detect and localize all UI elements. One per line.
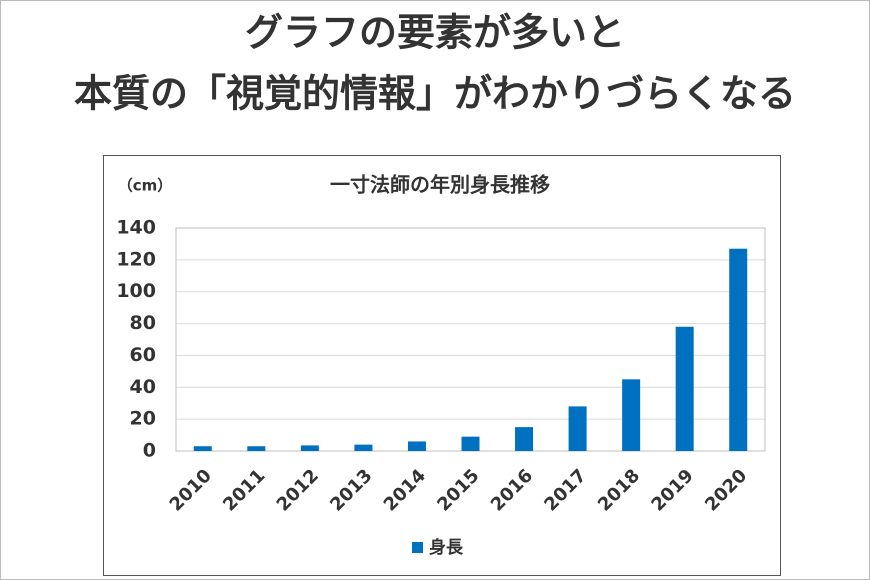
y-tick-label: 140 bbox=[116, 217, 156, 239]
headline: グラフの要素が多いと bbox=[245, 11, 625, 55]
bar bbox=[461, 436, 480, 451]
bar bbox=[193, 446, 212, 451]
bar bbox=[407, 441, 426, 451]
chart-box bbox=[103, 155, 781, 576]
y-tick-label: 40 bbox=[130, 376, 156, 398]
y-tick-label: 80 bbox=[130, 312, 156, 334]
legend-swatch bbox=[412, 542, 423, 553]
chart-title: 一寸法師の年別身長推移 bbox=[330, 173, 550, 197]
y-axis-label: （cm） bbox=[118, 177, 173, 195]
bar bbox=[622, 379, 641, 451]
y-tick-label: 100 bbox=[116, 280, 156, 302]
y-tick-label: 120 bbox=[116, 248, 156, 270]
bar bbox=[729, 248, 748, 451]
bar bbox=[515, 427, 534, 451]
y-tick-label: 60 bbox=[130, 344, 156, 366]
legend-label: 身長 bbox=[429, 537, 464, 558]
bar bbox=[354, 444, 373, 451]
bar bbox=[675, 326, 694, 451]
bar bbox=[247, 446, 266, 451]
bar bbox=[568, 406, 587, 451]
bar bbox=[300, 445, 319, 451]
y-tick-label: 20 bbox=[130, 408, 156, 430]
y-tick-label: 0 bbox=[143, 440, 156, 462]
headline: 本質の「視覚的情報」がわかりづらくなる bbox=[74, 72, 796, 116]
